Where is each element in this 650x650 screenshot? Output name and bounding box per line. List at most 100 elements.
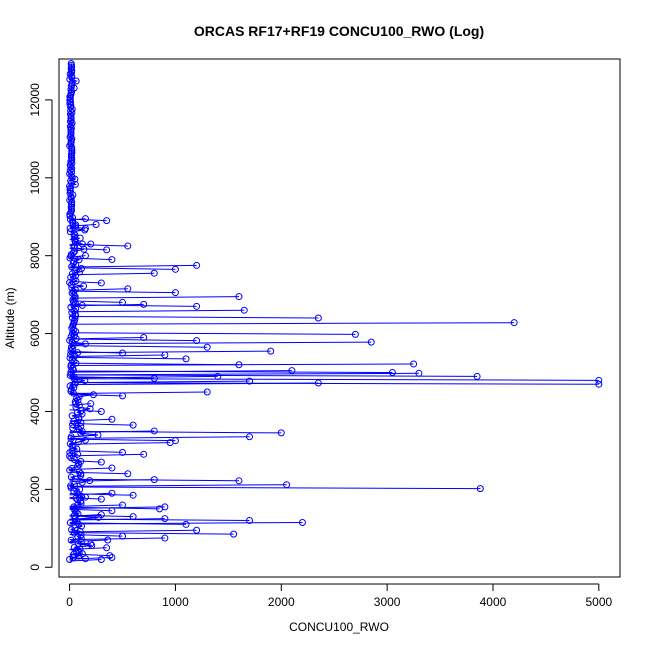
data-point: [161, 534, 169, 542]
data-point: [81, 215, 89, 223]
data-point-core: [67, 536, 75, 544]
y-axis-label: Altitude (m): [3, 287, 17, 348]
data-point-core: [71, 310, 79, 318]
data-point: [119, 532, 127, 540]
data-point-core: [67, 107, 75, 115]
data-point-core: [81, 436, 89, 444]
y-tick-label: 10000: [28, 161, 42, 195]
data-point: [235, 293, 243, 301]
x-tick-label: 1000: [162, 595, 189, 609]
series-line-segment: [69, 288, 128, 291]
data-point-core: [67, 473, 75, 481]
series-line-segment: [69, 372, 419, 376]
data-point-core: [68, 135, 76, 143]
series-line-segment: [69, 493, 134, 496]
series-line-segment: [69, 438, 176, 442]
data-point-core: [71, 286, 79, 294]
data-point: [171, 289, 179, 297]
series-line-segment: [69, 453, 144, 457]
data-point: [108, 489, 116, 497]
data-point-core: [68, 198, 76, 206]
series-line-segment: [69, 541, 91, 545]
series-line-segment: [69, 409, 102, 412]
data-point-core: [74, 396, 82, 404]
series-line-segment: [69, 479, 155, 482]
series-line-segment: [69, 430, 155, 434]
data-point: [235, 477, 243, 485]
data-point: [76, 234, 84, 242]
data-point: [72, 547, 80, 555]
data-point-core: [68, 144, 76, 152]
series-line-segment: [69, 382, 319, 386]
data-point: [119, 298, 127, 306]
data-point: [97, 555, 105, 563]
series-line-segment: [69, 423, 134, 426]
data-point: [298, 518, 306, 526]
series-line-segment: [69, 370, 393, 374]
series-line-segment: [69, 267, 176, 270]
y-tick-label: 6000: [28, 320, 42, 347]
data-point: [246, 517, 254, 525]
series-line-segment: [69, 370, 292, 373]
data-point: [476, 485, 484, 493]
x-tick-label: 2000: [268, 595, 295, 609]
data-point-core: [68, 270, 76, 278]
data-point: [182, 355, 190, 363]
data-point: [161, 351, 169, 359]
data-point-core: [73, 445, 81, 453]
data-point: [473, 372, 481, 380]
data-point: [108, 507, 116, 515]
series-line-segment: [69, 514, 102, 517]
series-line-segment: [69, 460, 102, 463]
series-line-segment: [69, 558, 102, 562]
data-point: [510, 319, 518, 327]
series-line-segment: [69, 237, 81, 241]
series-line-segment: [69, 374, 478, 377]
data-point-core: [67, 102, 75, 110]
data-point: [81, 252, 89, 260]
data-point: [595, 376, 603, 384]
data-point-core: [66, 166, 74, 174]
x-axis: 0 1000 2000 3000 4000 5000: [66, 583, 613, 609]
data-point-core: [69, 296, 77, 304]
data-point-core: [72, 77, 80, 85]
data-point: [78, 550, 86, 558]
data-point: [129, 491, 137, 499]
series-line-segment: [69, 257, 112, 261]
series-line-segment: [69, 391, 208, 395]
data-point: [240, 306, 248, 314]
plot-frame: [58, 58, 621, 578]
series-line-segment: [69, 537, 165, 541]
data-point: [81, 224, 89, 232]
data-point: [171, 437, 179, 445]
data-point-core: [67, 172, 75, 180]
data-point: [87, 400, 95, 408]
data-point: [97, 495, 105, 503]
data-point-core: [66, 466, 74, 474]
data-point: [124, 470, 132, 478]
data-point: [124, 285, 132, 293]
data-point-core: [68, 79, 76, 87]
data-point: [87, 240, 95, 248]
data-point: [129, 421, 137, 429]
data-point-core: [86, 405, 94, 413]
series-line-segment: [69, 224, 97, 227]
series-line-segment: [69, 354, 165, 358]
series-line-segment: [69, 309, 245, 313]
series-line-segment: [69, 336, 144, 340]
x-tick-label: 4000: [480, 595, 507, 609]
data-point: [283, 481, 291, 489]
series-line-segment: [69, 492, 112, 496]
data-point: [203, 388, 211, 396]
series-line-segment: [69, 557, 112, 560]
series-line-segment: [69, 393, 123, 397]
y-tick-label: 0: [28, 564, 42, 571]
data-point: [214, 372, 222, 380]
data-point: [108, 415, 116, 423]
series-line-segment: [69, 264, 197, 268]
series-line-segment: [69, 504, 123, 508]
series-line-segment: [69, 471, 128, 475]
series-line-segment: [69, 280, 102, 284]
y-tick-label: 2000: [28, 476, 42, 503]
data-point-core: [67, 124, 75, 132]
